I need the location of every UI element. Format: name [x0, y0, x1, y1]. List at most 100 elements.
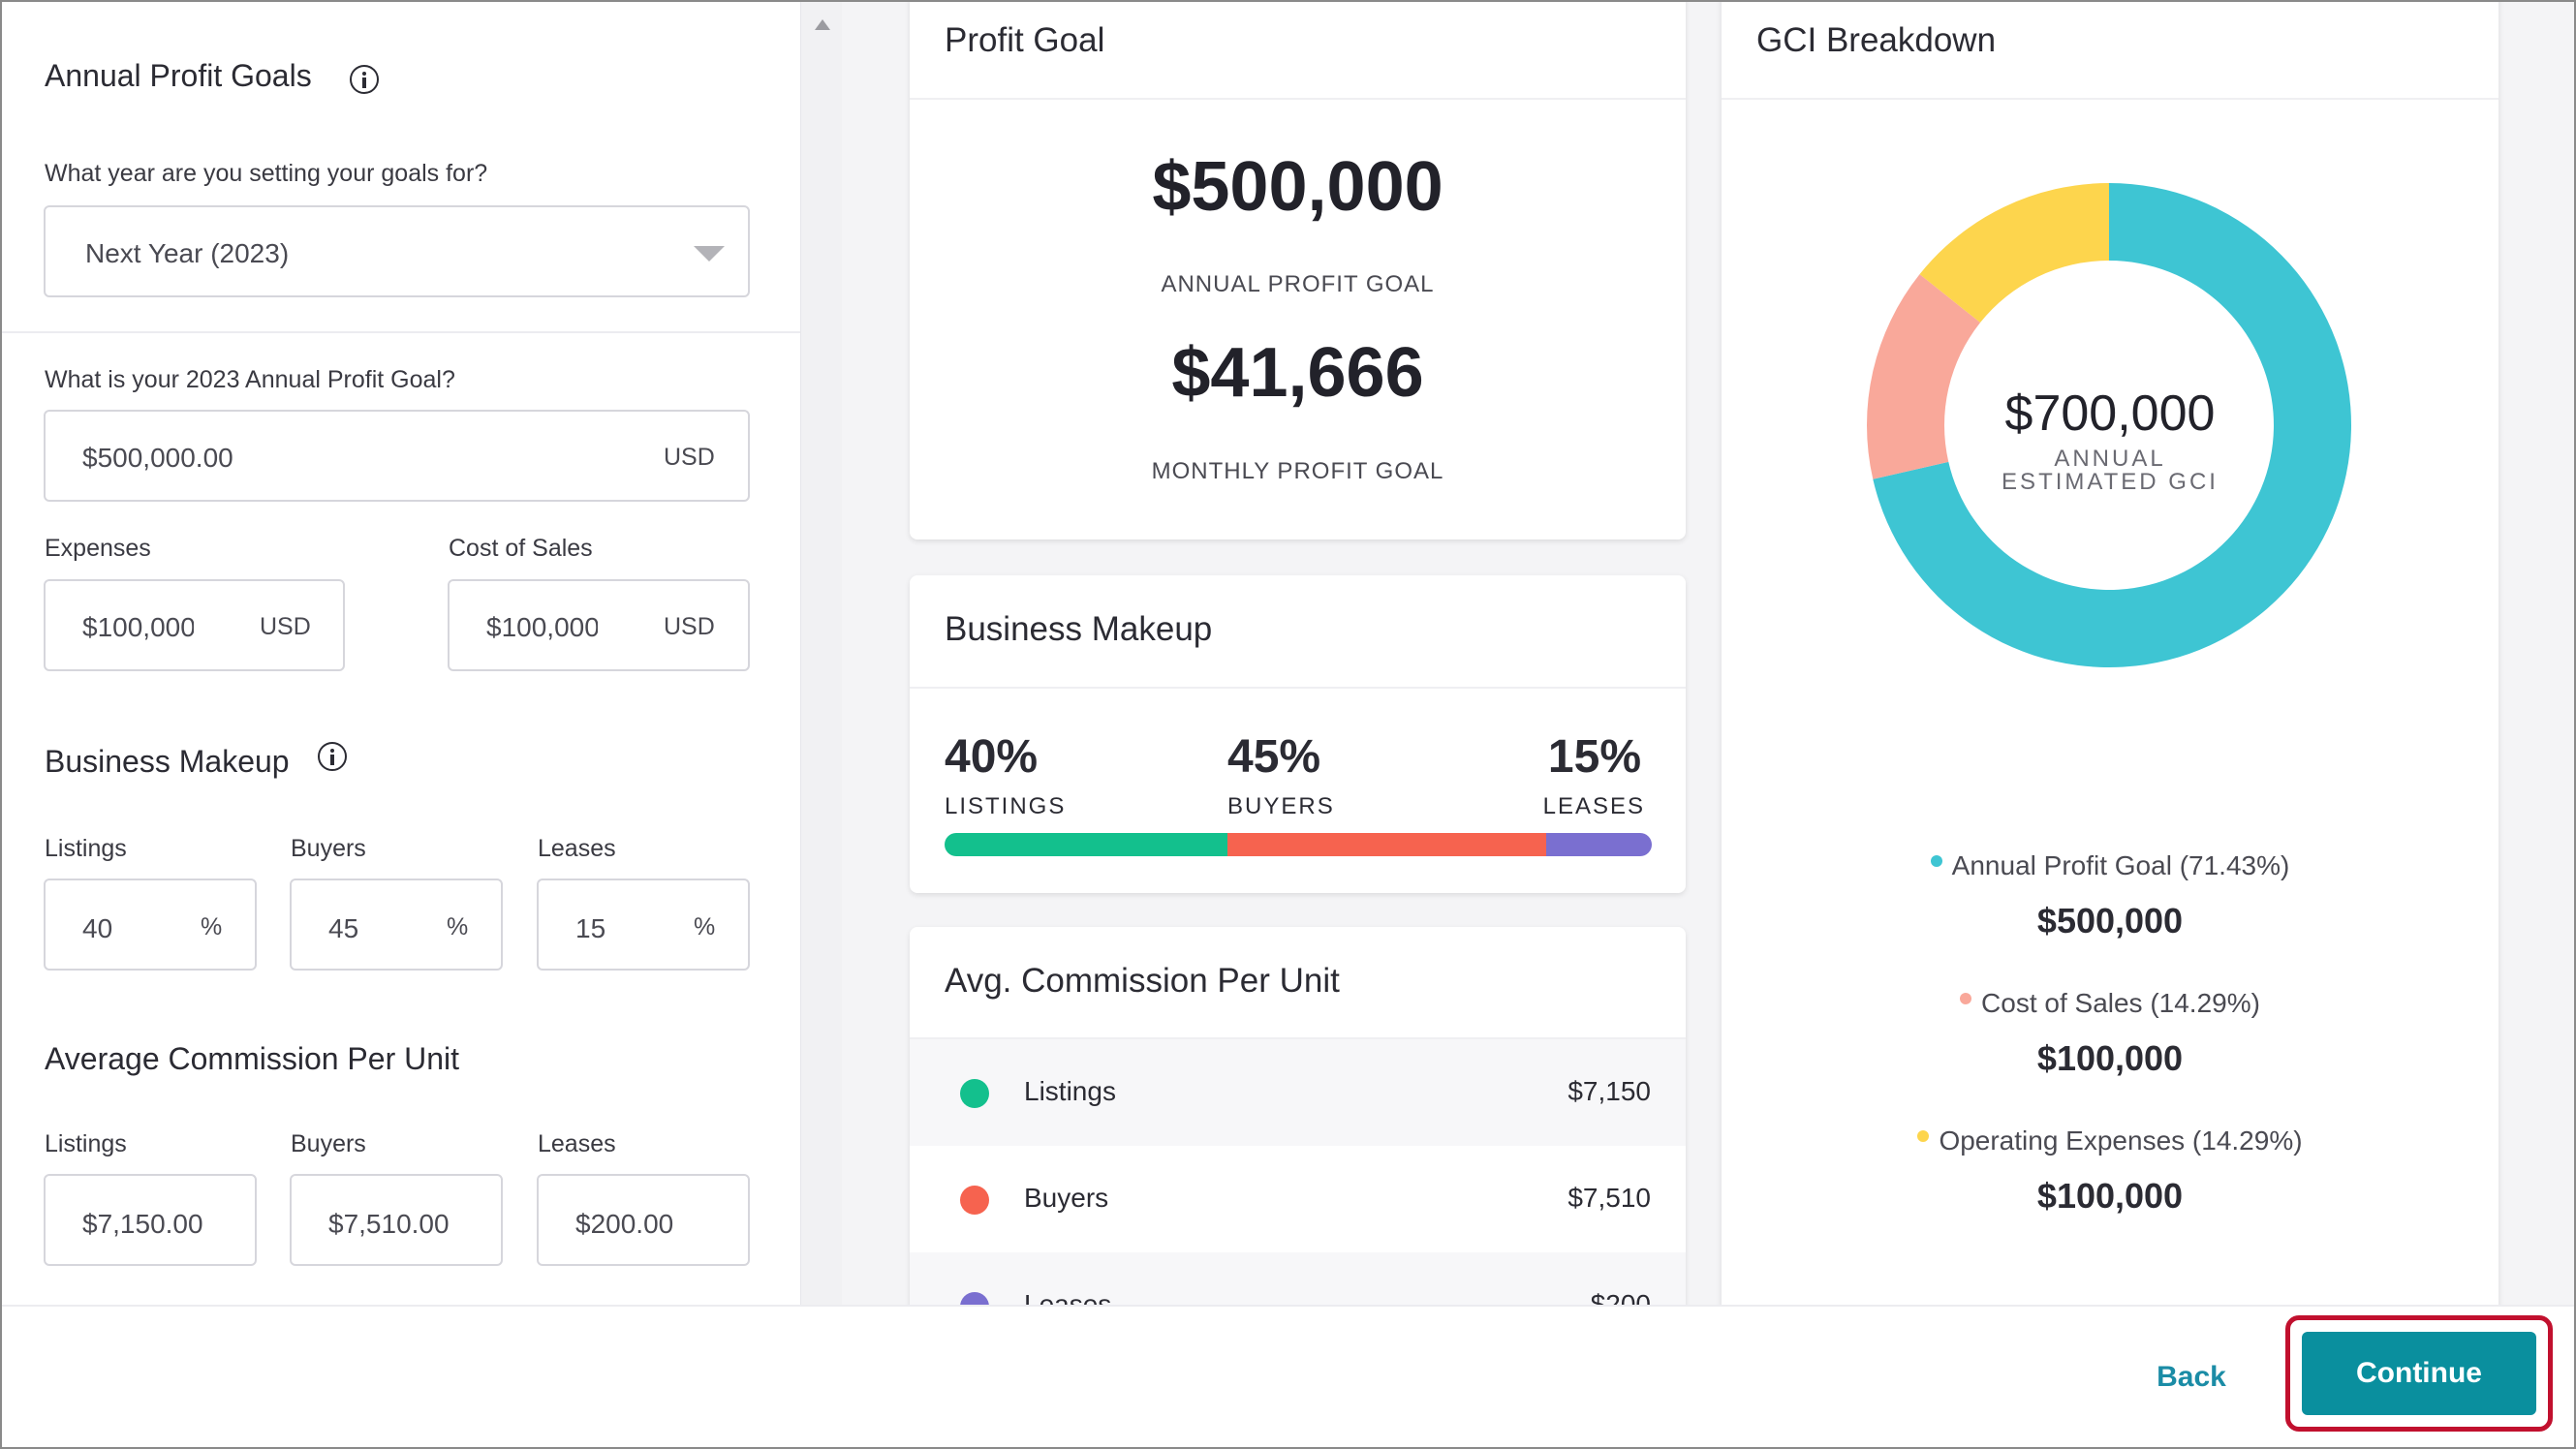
buyers-bar-segment	[1227, 833, 1546, 856]
listings-label: Listings	[45, 1130, 127, 1157]
profit-goal-value: $500,000.00	[82, 443, 233, 473]
avg-commission-card-title: Avg. Commission Per Unit	[945, 962, 1340, 1000]
listings-label: Listings	[45, 835, 127, 862]
goals-form-panel: Annual Profit Goals What year are you se…	[2, 2, 800, 1305]
business-makeup-card-title: Business Makeup	[945, 610, 1213, 648]
profit-goal-card: Profit Goal $500,000 ANNUAL PROFIT GOAL …	[910, 2, 1686, 540]
percent-sign: %	[694, 913, 716, 940]
leases-commission-input[interactable]: $200.00	[537, 1174, 750, 1266]
legend-label: Cost of Sales (14.29%)	[1981, 988, 2260, 1018]
divider	[910, 687, 1686, 689]
leases-pct: 15%	[1547, 731, 1641, 783]
buyers-label: Buyers	[291, 835, 366, 862]
leases-commission-value: $200.00	[575, 1209, 674, 1239]
percent-sign: %	[201, 913, 223, 940]
buyers-commission-input[interactable]: $7,510.00	[290, 1174, 503, 1266]
gci-center-value: $700,000	[2004, 385, 2216, 442]
gci-center-line1: ANNUAL	[2054, 446, 2166, 472]
divider	[2, 331, 800, 333]
cost-of-sales-value: $100,000	[486, 612, 598, 642]
average-commission-title: Average Commission Per Unit	[45, 1041, 460, 1076]
back-button[interactable]: Back	[2157, 1361, 2226, 1393]
listings-bar-segment	[945, 833, 1227, 856]
leases-bar-segment	[1545, 833, 1652, 856]
legend-label: Annual Profit Goal (71.43%)	[1951, 850, 2290, 880]
gci-breakdown-title: GCI Breakdown	[1756, 21, 1997, 59]
listings-commission-input[interactable]: $7,150.00	[44, 1174, 257, 1266]
info-icon[interactable]	[350, 65, 379, 94]
buyers-pct: 45%	[1227, 731, 1321, 783]
business-makeup-card: Business Makeup 40% LISTINGS 45% BUYERS …	[910, 575, 1686, 893]
row-amount: $7,510	[1567, 1183, 1651, 1213]
gci-center-line2: ESTIMATED GCI	[2002, 469, 2219, 495]
buyers-label: Buyers	[291, 1130, 366, 1157]
legend-dot	[1960, 993, 1972, 1004]
annual-profit-goals-title: Annual Profit Goals	[45, 58, 312, 93]
scroll-up-arrow-icon[interactable]	[815, 19, 830, 30]
divider	[910, 98, 1686, 100]
listings-pct-input[interactable]: 40 %	[44, 879, 257, 971]
gci-donut-chart	[1867, 183, 2351, 667]
leases-label: Leases	[538, 835, 616, 862]
legend-item: Operating Expenses (14.29%)	[1722, 1125, 2498, 1156]
legend-value: $100,000	[2036, 1038, 2184, 1078]
monthly-profit-goal-value: $41,666	[1171, 334, 1424, 412]
scrollbar[interactable]	[800, 2, 843, 1305]
row-name: Buyers	[1024, 1183, 1109, 1213]
buyers-pct-input[interactable]: 45 %	[290, 879, 503, 971]
currency-label: USD	[260, 613, 311, 640]
profit-goal-card-title: Profit Goal	[945, 21, 1105, 59]
gci-breakdown-card: GCI Breakdown $700,000 ANNUAL ESTIMATED …	[1722, 2, 2498, 1348]
profit-goal-question-label: What is your 2023 Annual Profit Goal?	[45, 366, 455, 393]
gci-center-caption: ANNUAL ESTIMATED GCI	[1722, 447, 2498, 494]
buyers-dot	[960, 1186, 989, 1215]
footer-bar: Back Continue	[2, 1305, 2574, 1447]
cost-of-sales-input[interactable]: $100,000 USD	[448, 579, 750, 671]
expenses-value: $100,000	[82, 612, 194, 642]
listings-pct-label: LISTINGS	[945, 793, 1067, 819]
listings-commission-value: $7,150.00	[82, 1209, 203, 1239]
year-question-label: What year are you setting your goals for…	[45, 160, 488, 187]
expenses-input[interactable]: $100,000 USD	[44, 579, 345, 671]
profit-goal-input[interactable]: $500,000.00 USD	[44, 410, 750, 502]
legend-label: Operating Expenses (14.29%)	[1939, 1125, 2303, 1156]
listings-pct: 40%	[945, 731, 1039, 783]
cost-of-sales-label: Cost of Sales	[449, 535, 593, 562]
leases-pct-label: LEASES	[1542, 793, 1645, 819]
list-item: Buyers $7,510	[910, 1146, 1686, 1252]
legend-item: Cost of Sales (14.29%)	[1722, 988, 2498, 1019]
continue-highlight: Continue	[2285, 1315, 2553, 1432]
donut-slice-annual-profit-goal	[1873, 183, 2351, 667]
divider	[1722, 98, 2498, 100]
year-select[interactable]: Next Year (2023)	[44, 205, 750, 297]
donut-slice-operating-expenses	[1919, 183, 2109, 324]
chevron-down-icon	[694, 246, 725, 262]
row-name: Listings	[1024, 1076, 1116, 1106]
business-makeup-title: Business Makeup	[45, 744, 290, 779]
divider	[910, 1037, 1686, 1039]
legend-dot	[1930, 855, 1942, 867]
listings-dot	[960, 1079, 989, 1108]
buyers-commission-value: $7,510.00	[328, 1209, 450, 1239]
legend-dot	[1917, 1130, 1930, 1142]
percent-sign: %	[447, 913, 469, 940]
currency-label: USD	[664, 444, 715, 471]
annual-profit-goal-value: $500,000	[1152, 148, 1443, 226]
leases-pct-input[interactable]: 15 %	[537, 879, 750, 971]
legend-item: Annual Profit Goal (71.43%)	[1722, 850, 2498, 881]
annual-profit-goal-caption: ANNUAL PROFIT GOAL	[1161, 271, 1435, 297]
leases-pct-value: 15	[575, 913, 606, 943]
avg-commission-card: Avg. Commission Per Unit Listings $7,150…	[910, 927, 1686, 1334]
monthly-profit-goal-caption: MONTHLY PROFIT GOAL	[1151, 458, 1444, 484]
makeup-progress-bar	[945, 833, 1652, 856]
legend-value: $100,000	[2036, 1176, 2184, 1216]
donut-slice-cost-of-sales	[1867, 274, 1981, 479]
info-icon[interactable]	[318, 742, 347, 771]
buyers-pct-value: 45	[328, 913, 359, 943]
listings-pct-value: 40	[82, 913, 113, 943]
continue-button[interactable]: Continue	[2302, 1332, 2536, 1415]
year-select-value: Next Year (2023)	[85, 238, 290, 268]
leases-label: Leases	[538, 1130, 616, 1157]
row-amount: $7,150	[1567, 1076, 1651, 1106]
